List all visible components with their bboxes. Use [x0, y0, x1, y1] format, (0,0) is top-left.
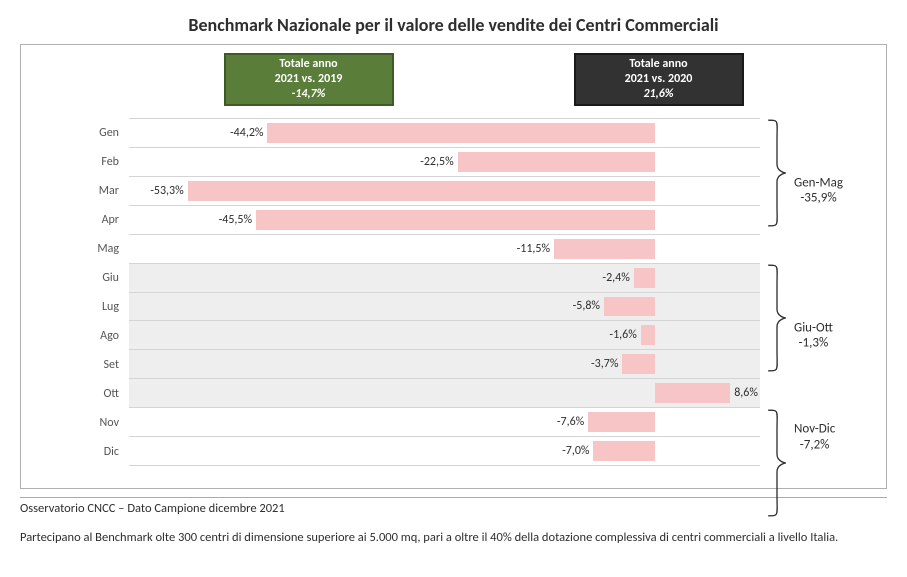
box-value: 21,6%	[580, 87, 738, 102]
bar-row: -44,2%	[129, 118, 760, 147]
box-line: Totale anno	[230, 57, 388, 72]
month-label: Ott	[37, 379, 129, 408]
bar	[188, 181, 655, 201]
group-label: Gen-Mag-35,9%	[794, 175, 843, 206]
month-label: Feb	[37, 147, 129, 176]
bar-row: -7,6%	[129, 407, 760, 436]
month-label: Lug	[37, 292, 129, 321]
bar	[256, 210, 655, 230]
bar-value-label: -53,3%	[150, 184, 184, 198]
bar-value-label: -2,4%	[602, 271, 629, 285]
box-line: 2021 vs. 2019	[230, 72, 388, 87]
brace-icon	[766, 408, 788, 518]
bar-row: -53,3%	[129, 176, 760, 205]
bar-value-label: -7,6%	[557, 415, 584, 429]
group-bracket: Gen-Mag-35,9%	[766, 118, 870, 263]
group-label: Giu-Ott-1,3%	[794, 320, 833, 351]
bar	[634, 268, 655, 288]
bar-value-label: -11,5%	[517, 242, 551, 256]
bar-value-label: -1,6%	[609, 328, 636, 342]
page-title: Benchmark Nazionale per il valore delle …	[20, 14, 887, 36]
month-label: Mar	[37, 176, 129, 205]
bar-row: -7,0%	[129, 436, 760, 466]
group-bracket: Giu-Ott-1,3%	[766, 263, 870, 408]
bar-row: -3,7%	[129, 349, 760, 378]
summary-boxes: Totale anno 2021 vs. 2019 -14,7% Totale …	[97, 53, 870, 106]
month-label: Giu	[37, 263, 129, 292]
group-brackets-column: Gen-Mag-35,9% Giu-Ott-1,3% Nov-Dic-7,2%	[760, 118, 870, 466]
month-label: Dic	[37, 437, 129, 466]
bar	[267, 123, 654, 143]
summary-box-2019: Totale anno 2021 vs. 2019 -14,7%	[224, 53, 394, 106]
bar	[458, 152, 655, 172]
month-label: Mag	[37, 234, 129, 263]
box-value: -14,7%	[230, 87, 388, 102]
bar	[588, 412, 655, 432]
bar	[622, 354, 654, 374]
bar	[604, 297, 655, 317]
month-label: Nov	[37, 408, 129, 437]
bar	[593, 441, 654, 461]
bar	[655, 383, 730, 403]
bar-value-label: 8,6%	[734, 386, 758, 400]
bar-row: -22,5%	[129, 147, 760, 176]
bar	[641, 325, 655, 345]
box-line: Totale anno	[580, 57, 738, 72]
chart-area: GenFebMarAprMagGiuLugAgoSetOttNovDic -44…	[37, 118, 870, 466]
brace-icon	[766, 263, 788, 373]
bar-row: -1,6%	[129, 320, 760, 349]
bar-value-label: -5,8%	[573, 299, 600, 313]
month-label: Gen	[37, 118, 129, 147]
bar-row: -2,4%	[129, 263, 760, 292]
bar-value-label: -3,7%	[591, 357, 618, 371]
bar-row: -11,5%	[129, 234, 760, 263]
footer-note: Partecipano al Benchmark olte 300 centri…	[20, 530, 887, 547]
brace-icon	[766, 118, 788, 228]
group-bracket: Nov-Dic-7,2%	[766, 408, 870, 466]
month-labels-column: GenFebMarAprMagGiuLugAgoSetOttNovDic	[37, 118, 129, 466]
bar-value-label: -7,0%	[562, 444, 589, 458]
month-label: Set	[37, 350, 129, 379]
month-label: Ago	[37, 321, 129, 350]
summary-box-2020: Totale anno 2021 vs. 2020 21,6%	[574, 53, 744, 106]
bar	[554, 239, 655, 259]
group-label: Nov-Dic-7,2%	[794, 421, 835, 452]
bar-row: 8,6%	[129, 378, 760, 407]
bar-row: -5,8%	[129, 292, 760, 321]
bar-value-label: -44,2%	[230, 126, 264, 140]
footer-source: Osservatorio CNCC – Dato Campione dicemb…	[20, 497, 887, 516]
bar-value-label: -22,5%	[420, 155, 454, 169]
bars-column: -44,2% -22,5% -53,3% -45,5% -11,5% -2,4%-5,8%…	[129, 118, 760, 466]
bar-row: -45,5%	[129, 205, 760, 234]
month-label: Apr	[37, 205, 129, 234]
chart-frame: Totale anno 2021 vs. 2019 -14,7% Totale …	[20, 44, 887, 489]
box-line: 2021 vs. 2020	[580, 72, 738, 87]
bar-value-label: -45,5%	[219, 213, 253, 227]
